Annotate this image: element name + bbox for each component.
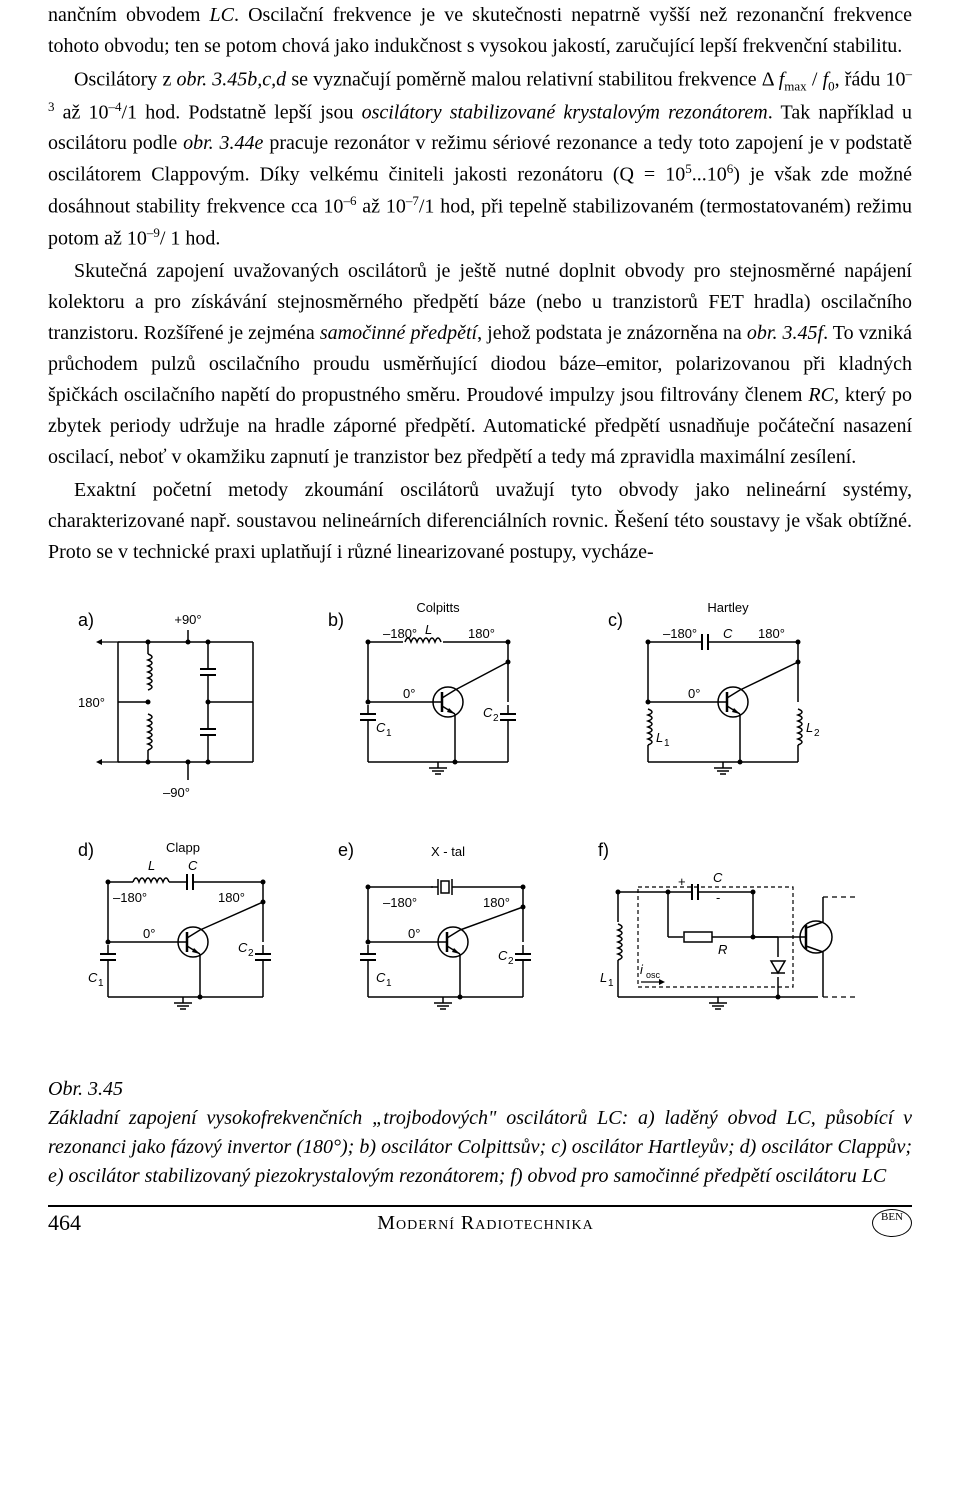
title-xtal: X - tal [431,844,465,859]
title-colpitts: Colpitts [416,600,460,615]
c-180r: 180° [758,626,785,641]
paragraph-2: Oscilátory z obr. 3.45b,c,d se vyznačují… [48,64,912,254]
p2-e7: –7 [406,193,419,208]
d-C1s: 1 [98,978,104,989]
figure-caption: Obr. 3.45 Základní zapojení vysokofrekve… [48,1075,912,1191]
c-L1: L [656,730,663,745]
e-180l: –180° [383,895,417,910]
p3-rc: RC [808,384,834,406]
p3b: , jehož podstata je znázorněna na [477,322,747,344]
circuit-diagrams-svg: a) +90° [48,592,912,1052]
f-plus: + [678,874,686,889]
page-footer: 464 Moderní Radiotechnika BEN [48,1205,912,1237]
paragraph-3: Skutečná zapojení uvažovaných oscilátorů… [48,256,912,473]
footer-title: Moderní Radiotechnika [99,1212,872,1235]
f-C: C [713,870,723,885]
b-L: L [425,622,432,637]
e-C2: C [498,948,508,963]
d-C2: C [238,940,248,955]
b-180r: 180° [468,626,495,641]
e-C2s: 2 [508,956,514,967]
f-L1: L [600,970,607,985]
c-L1s: 1 [664,738,670,749]
p2f: /1 hod. Podstatně lepší jsou [122,101,362,123]
p2-e9: –9 [147,225,160,240]
letter-a: a) [78,610,94,630]
p2b: se vyznačují poměrně malou relativní sta… [286,69,779,91]
b-C2: C [483,705,493,720]
fig-ref: Obr. 3.45 [48,1075,912,1104]
paragraph-4: Exaktní početní metody zkoumání osciláto… [48,475,912,568]
p3-ref: obr. 3.45f [747,322,823,344]
circuit-a: a) +90° [78,610,253,800]
f-iosc: i [640,962,644,977]
letter-f: f) [598,840,609,860]
letter-e: e) [338,840,354,860]
p2k: až 10 [356,196,405,218]
f-minus: - [716,890,720,905]
c-L2: L [806,720,813,735]
title-hartley: Hartley [707,600,749,615]
page-number: 464 [48,1210,81,1236]
p2-osc: oscilátory stabilizované krystalovým rez… [362,101,768,123]
p2-ref2: obr. 3.44e [183,132,263,154]
b-C1s: 1 [386,728,392,739]
p2d: , řádu 10 [835,69,906,91]
e-C1s: 1 [386,978,392,989]
p2-ref: obr. 3.45b,c,d [177,69,287,91]
b-C2s: 2 [493,713,499,724]
b-C1: C [376,720,386,735]
p1-lc: LC [210,4,234,26]
paragraph-1: nančním obvodem LC. Oscilační frekvence … [48,0,912,62]
d-180r: 180° [218,890,245,905]
circuit-e: e) X - tal –180° 180° C 1 C 2 [338,840,531,1009]
d-180l: –180° [113,890,147,905]
letter-c: c) [608,610,623,630]
d-C1: C [88,970,98,985]
c-C: C [723,626,733,641]
p2-fmax-sub: max [784,79,806,94]
d-C2s: 2 [248,948,254,959]
p2a: Oscilátory z [74,69,177,91]
b-180l: –180° [383,626,417,641]
f-R: R [718,942,727,957]
label-minus90: –90° [163,785,190,800]
p2i: ...10 [692,164,727,186]
p2m: / 1 hod. [160,227,221,249]
title-clapp: Clapp [166,840,200,855]
letter-b: b) [328,610,344,630]
circuit-f: f) L 1 i osc C + - [598,840,858,1009]
figure-3-45: a) +90° [48,592,912,1191]
fig-caption-body: Základní zapojení vysokofrekvenčních „tr… [48,1107,912,1187]
f-L1s: 1 [608,978,614,989]
c-0: 0° [688,686,700,701]
letter-d: d) [78,840,94,860]
e-180r: 180° [483,895,510,910]
p3-samo: samočinné předpětí [320,322,477,344]
p4: Exaktní početní metody zkoumání osciláto… [48,479,912,563]
p2-e4: –4 [109,99,122,114]
circuit-c: c) Hartley –180° C 180° L 1 [608,600,820,774]
circuit-d: d) Clapp L C –180° 180° C [78,840,271,1009]
c-180l: –180° [663,626,697,641]
d-L: L [148,858,155,873]
label-180: 180° [78,695,105,710]
p2c: / [807,69,823,91]
publisher-logo: BEN [872,1209,912,1237]
label-plus90: +90° [174,612,201,627]
p1-text-a: nančním obvodem [48,4,210,26]
c-L2s: 2 [814,728,820,739]
p2-e6b: –6 [343,193,356,208]
page-content: nančním obvodem LC. Oscilační frekvence … [0,0,960,1257]
p2e: až 10 [55,101,109,123]
d-C: C [188,858,198,873]
e-C1: C [376,970,386,985]
e-0: 0° [408,926,420,941]
d-0: 0° [143,926,155,941]
b-0: 0° [403,686,415,701]
circuit-b: b) Colpitts –180° L 180° C 1 [328,600,516,774]
f-ioscs: osc [646,970,661,980]
